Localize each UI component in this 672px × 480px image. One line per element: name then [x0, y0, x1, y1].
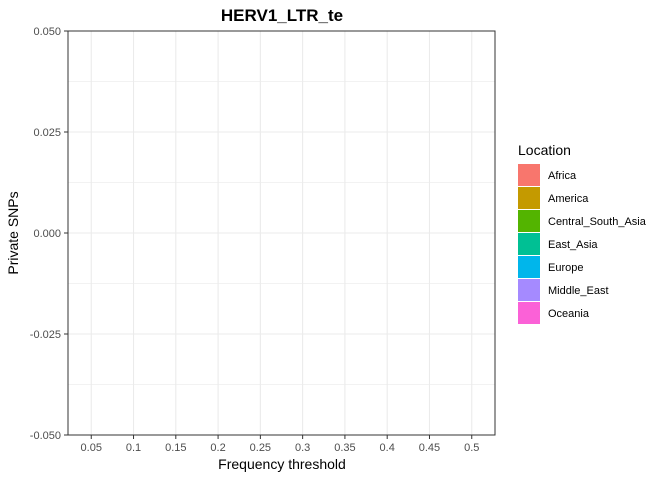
x-tick-label: 0.5 — [464, 442, 479, 454]
legend: Location Africa America Central_South_Asia… — [518, 142, 647, 324]
legend-label: Africa — [548, 170, 577, 182]
legend-label: Europe — [548, 262, 583, 274]
legend-swatch — [518, 256, 540, 278]
legend-label: Central_South_Asia — [548, 216, 647, 228]
plot-area: -0.050 -0.025 0.000 0.025 0.050 0.05 0.1 0.15 0.… — [30, 26, 496, 454]
legend-label: East_Asia — [548, 239, 598, 251]
x-tick-label: 0.05 — [81, 442, 102, 454]
x-tick-label: 0.25 — [250, 442, 271, 454]
x-tick-label: 0.4 — [380, 442, 395, 454]
y-tick-label: -0.025 — [30, 329, 61, 341]
legend-swatch — [518, 233, 540, 255]
legend-label: America — [548, 193, 589, 205]
y-tick-label: -0.050 — [30, 430, 61, 442]
legend-label: Oceania — [548, 308, 590, 320]
y-tick-label: 0.000 — [33, 228, 61, 240]
x-tick-label: 0.45 — [419, 442, 440, 454]
y-tick-label: 0.025 — [33, 127, 61, 139]
x-tick-label: 0.2 — [210, 442, 225, 454]
x-axis-title: Frequency threshold — [218, 456, 346, 472]
legend-label: Middle_East — [548, 285, 609, 297]
legend-swatch — [518, 187, 540, 209]
x-tick-label: 0.3 — [295, 442, 310, 454]
legend-swatch — [518, 279, 540, 301]
legend-swatch — [518, 164, 540, 186]
x-tick-label: 0.15 — [165, 442, 186, 454]
y-axis-title: Private SNPs — [5, 191, 21, 274]
legend-title: Location — [518, 142, 571, 158]
plot-border — [67, 30, 496, 436]
legend-swatch — [518, 302, 540, 324]
chart-title: HERV1_LTR_te — [221, 6, 343, 25]
x-tick-label: 0.1 — [126, 442, 141, 454]
legend-swatch — [518, 210, 540, 232]
x-tick-label: 0.35 — [334, 442, 355, 454]
y-tick-label: 0.050 — [33, 26, 61, 38]
